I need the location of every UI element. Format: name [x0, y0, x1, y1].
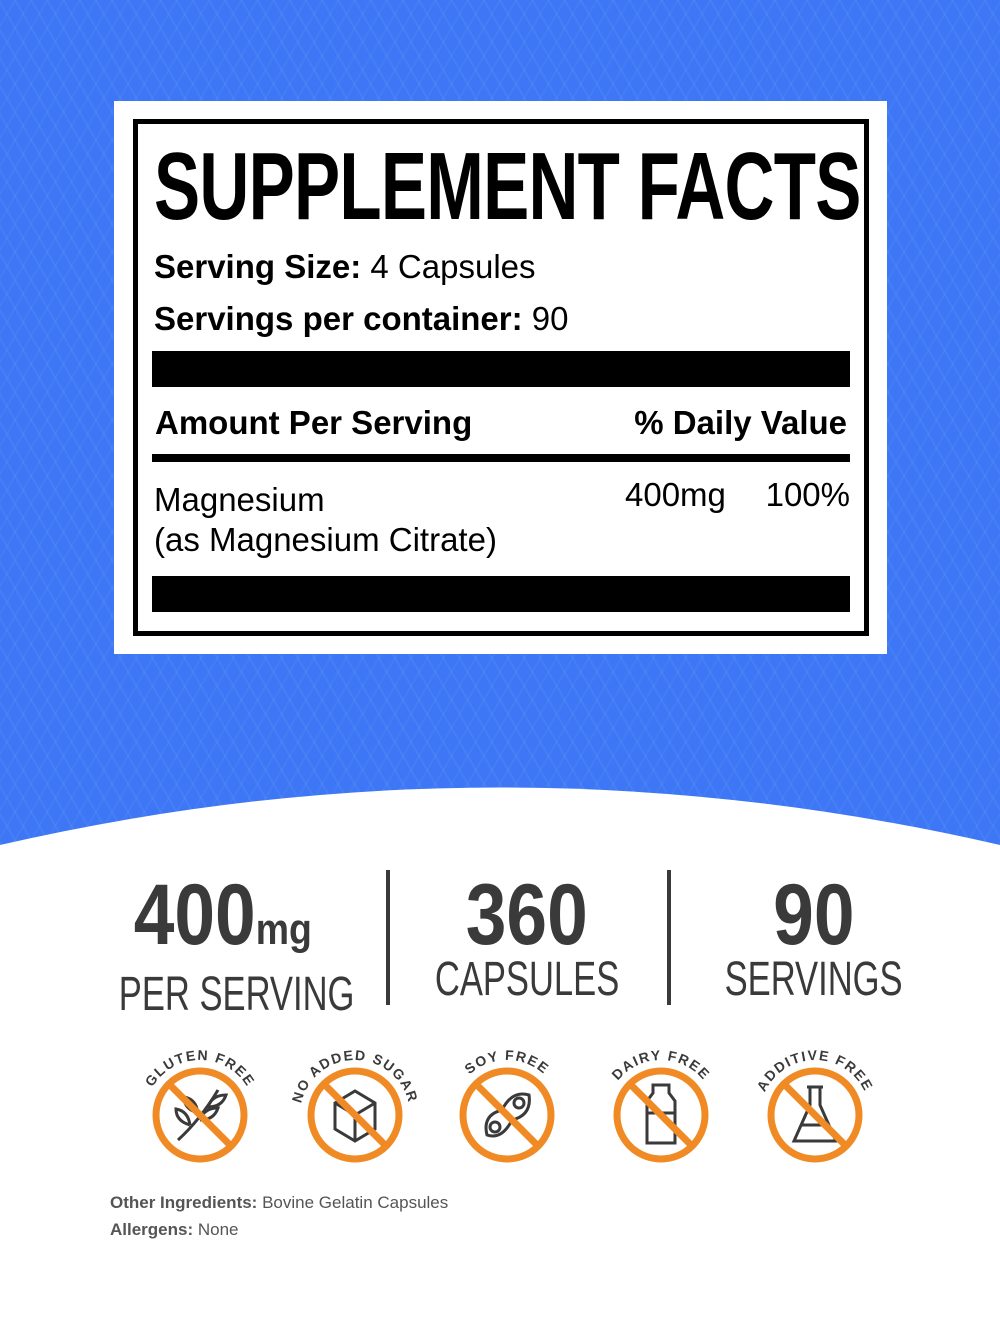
servings-per-container: Servings per container: 90 — [154, 300, 569, 338]
stat-divider — [667, 870, 671, 1005]
ingredient-form: (as Magnesium Citrate) — [154, 521, 497, 558]
ingredient-name: Magnesium — [154, 481, 325, 518]
ingredient-daily-value: 100% — [765, 476, 850, 513]
header-divider — [152, 454, 850, 462]
prohibited-circle-icon — [613, 1067, 709, 1163]
serving-size: Serving Size: 4 Capsules — [154, 248, 536, 286]
badge-dairy-free: DAIRY FREE — [596, 1040, 726, 1170]
stat-value: 90 — [773, 867, 855, 963]
badge-label: NO ADDED SUGAR — [290, 1047, 420, 1105]
stat-servings: 90 SERVINGS — [664, 872, 964, 1006]
servings-value: 90 — [531, 300, 569, 337]
prohibited-circle-icon — [459, 1067, 555, 1163]
allergens-value: None — [197, 1220, 239, 1239]
stat-value: 400 — [133, 867, 256, 963]
stat-value: 360 — [466, 867, 588, 963]
other-ingredients-label: Other Ingredients: — [110, 1193, 258, 1212]
ingredient-amount: 400mg — [625, 476, 726, 513]
bottom-thick-divider — [152, 576, 850, 612]
other-ingredients-value: Bovine Gelatin Capsules — [262, 1193, 449, 1212]
stat-per-serving: 400mg PER SERVING — [73, 872, 373, 1021]
allergens: Allergens: None — [110, 1220, 239, 1240]
soybean-icon — [484, 1092, 531, 1138]
allergens-label: Allergens: — [110, 1220, 194, 1239]
supplement-facts-panel: SUPPLEMENT FACTS Serving Size: 4 Capsule… — [114, 101, 887, 654]
servings-label: Servings per container: — [154, 300, 523, 337]
prohibited-circle-icon — [307, 1067, 403, 1163]
daily-value-header: % Daily Value — [634, 404, 847, 441]
badge-label: DAIRY FREE — [608, 1047, 713, 1083]
badge-no-added-sugar: NO ADDED SUGAR — [289, 1040, 420, 1170]
thick-divider — [152, 351, 850, 387]
prohibited-circle-icon — [767, 1067, 863, 1163]
badge-gluten-free: GLUTEN FREE — [135, 1040, 265, 1170]
stat-unit: mg — [255, 905, 313, 954]
other-ingredients: Other Ingredients: Bovine Gelatin Capsul… — [110, 1193, 448, 1213]
stat-label: SERVINGS — [724, 953, 903, 1006]
badge-soy-free: SOY FREE — [442, 1040, 572, 1170]
facts-title: SUPPLEMENT FACTS — [154, 133, 861, 240]
badge-additive-free: ADDITIVE FREE — [750, 1040, 880, 1170]
facts-label-border: SUPPLEMENT FACTS Serving Size: 4 Capsule… — [133, 119, 869, 636]
amount-per-serving-header: Amount Per Serving — [155, 404, 473, 441]
stat-capsules: 360 CAPSULES — [377, 872, 677, 1006]
serving-size-value: 4 Capsules — [370, 248, 536, 285]
stat-label: PER SERVING — [118, 968, 355, 1021]
stat-label: CAPSULES — [434, 953, 620, 1006]
prohibited-circle-icon — [152, 1067, 248, 1163]
serving-size-label: Serving Size: — [154, 248, 362, 285]
stat-divider — [386, 870, 390, 1005]
